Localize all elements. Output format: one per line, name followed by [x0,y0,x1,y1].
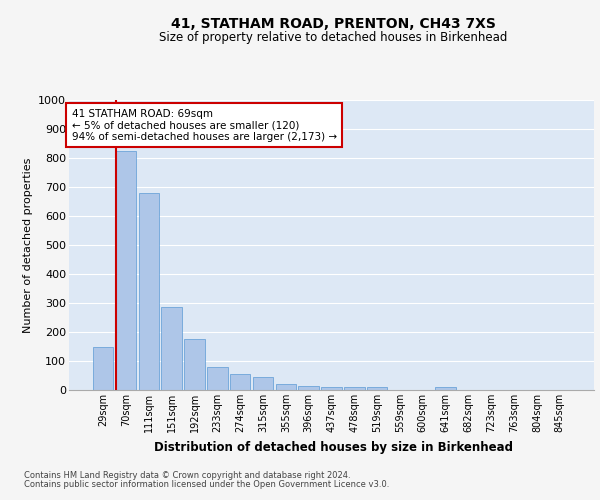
Bar [116,151,136,390]
Bar [161,308,182,390]
Bar [298,386,319,390]
Bar [253,377,273,390]
Bar [321,386,342,390]
Bar [230,374,250,390]
Bar [139,193,159,390]
Bar [367,387,388,390]
Text: Distribution of detached houses by size in Birkenhead: Distribution of detached houses by size … [154,441,512,454]
Text: Contains HM Land Registry data © Crown copyright and database right 2024.: Contains HM Land Registry data © Crown c… [24,471,350,480]
Text: Size of property relative to detached houses in Birkenhead: Size of property relative to detached ho… [159,31,507,44]
Text: 41 STATHAM ROAD: 69sqm
← 5% of detached houses are smaller (120)
94% of semi-det: 41 STATHAM ROAD: 69sqm ← 5% of detached … [71,108,337,142]
Text: 41, STATHAM ROAD, PRENTON, CH43 7XS: 41, STATHAM ROAD, PRENTON, CH43 7XS [170,18,496,32]
Bar [207,367,227,390]
Y-axis label: Number of detached properties: Number of detached properties [23,158,32,332]
Bar [93,346,113,390]
Bar [275,384,296,390]
Bar [184,339,205,390]
Bar [436,386,456,390]
Text: Contains public sector information licensed under the Open Government Licence v3: Contains public sector information licen… [24,480,389,489]
Bar [344,387,365,390]
